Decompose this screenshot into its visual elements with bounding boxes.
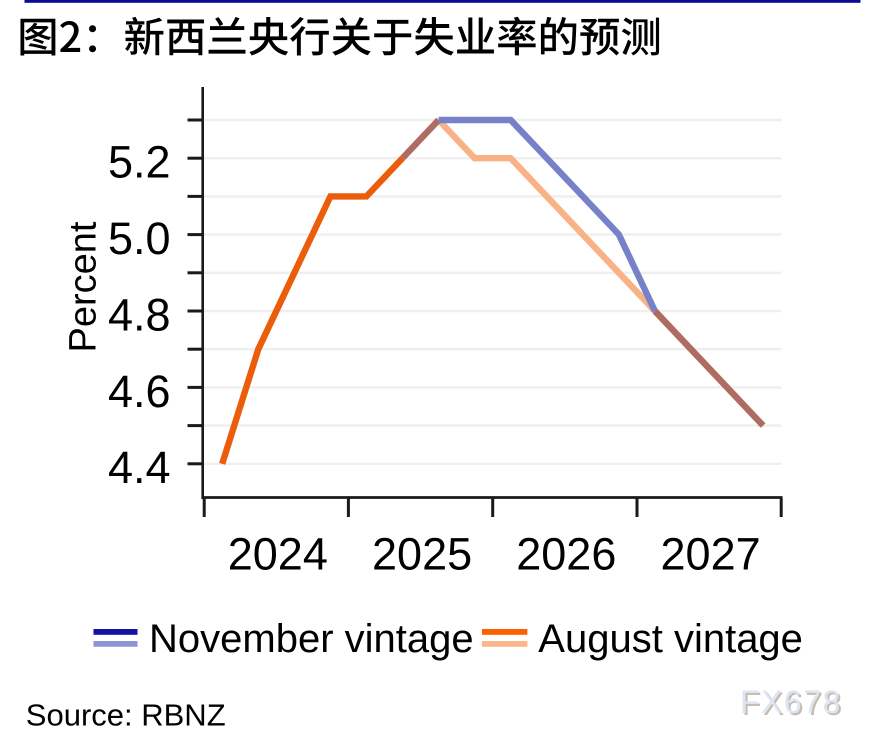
svg-text:August vintage: August vintage xyxy=(538,617,803,661)
svg-text:2027: 2027 xyxy=(661,528,761,579)
svg-text:5.2: 5.2 xyxy=(108,137,171,188)
svg-text:5.0: 5.0 xyxy=(108,213,171,264)
svg-text:2026: 2026 xyxy=(516,528,616,579)
svg-text:2024: 2024 xyxy=(228,528,328,579)
svg-text:FX678: FX678 xyxy=(740,684,842,720)
svg-text:Percent: Percent xyxy=(63,221,105,352)
svg-text:2025: 2025 xyxy=(372,528,472,579)
svg-text:4.6: 4.6 xyxy=(108,366,171,417)
svg-text:4.8: 4.8 xyxy=(108,289,171,340)
svg-text:4.4: 4.4 xyxy=(108,442,171,493)
svg-text:November vintage: November vintage xyxy=(149,617,474,661)
svg-text:Source: RBNZ: Source: RBNZ xyxy=(26,698,226,733)
